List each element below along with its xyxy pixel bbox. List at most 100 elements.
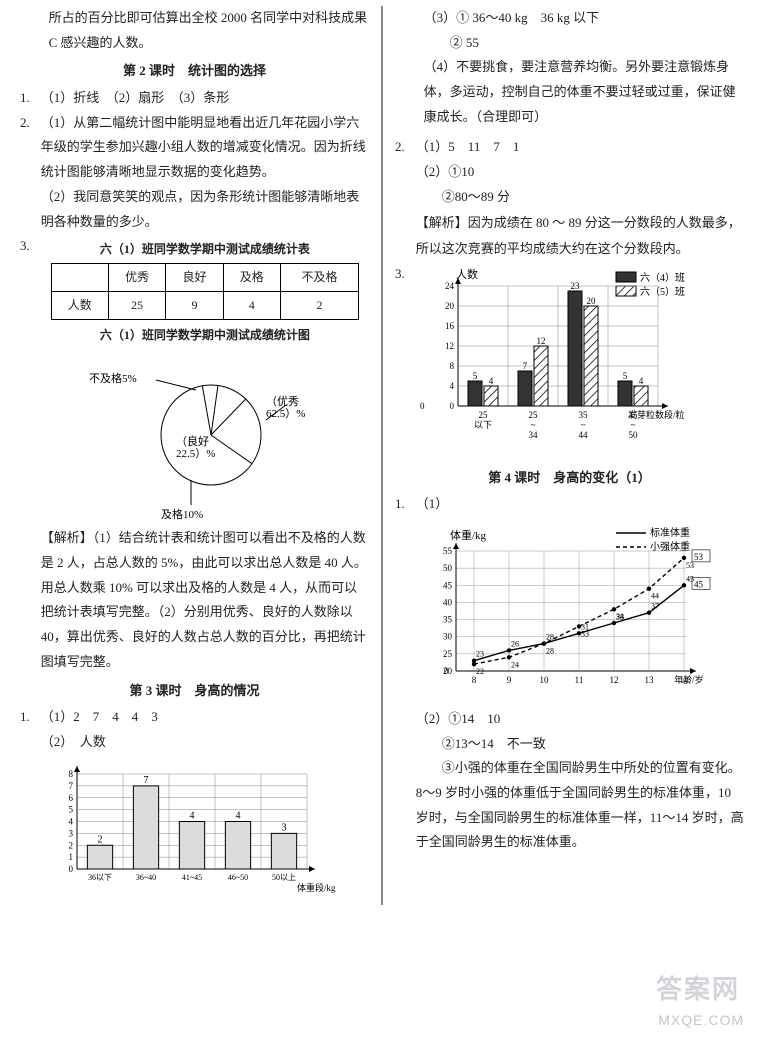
svg-text:~: ~ [580, 420, 585, 430]
svg-text:36以下: 36以下 [88, 873, 112, 882]
svg-text:12: 12 [445, 341, 454, 351]
svg-text:22: 22 [476, 667, 484, 676]
lesson3-title: 第 3 课时 身高的情况 [20, 679, 369, 704]
svg-text:45: 45 [694, 579, 704, 589]
svg-text:8: 8 [68, 769, 73, 779]
svg-text:40: 40 [443, 597, 453, 607]
r-q3: 3. 人数六（4）班六（5）班0481216202405425以下71225~3… [395, 262, 744, 462]
svg-text:20: 20 [586, 296, 596, 306]
svg-text:2: 2 [68, 840, 73, 850]
svg-text:3: 3 [281, 822, 286, 833]
svg-text:20: 20 [445, 301, 455, 311]
svg-text:50: 50 [443, 563, 453, 573]
svg-text:6: 6 [68, 792, 73, 802]
svg-text:10: 10 [539, 675, 549, 685]
line-chart: 体重/kg标准体重小强体重202530354045505502326283134… [416, 521, 744, 701]
svg-text:33: 33 [581, 629, 589, 638]
svg-text:0: 0 [68, 864, 73, 874]
svg-text:标准体重: 标准体重 [650, 526, 690, 539]
svg-text:5: 5 [68, 804, 73, 814]
q2-part2: （2）我同意笑笑的观点，因为条形统计图能够清晰地表明各种数量的多少。 [41, 185, 369, 234]
svg-text:44: 44 [651, 592, 659, 601]
r-q3-1: （3）① 36～40 kg 36 kg 以下 [395, 6, 744, 31]
svg-text:22.5）%: 22.5）% [176, 447, 215, 460]
svg-text:55: 55 [443, 546, 453, 556]
svg-text:年龄/岁: 年龄/岁 [674, 674, 704, 685]
svg-text:25: 25 [443, 649, 453, 659]
svg-text:1: 1 [68, 852, 73, 862]
svg-text:50以上: 50以上 [272, 873, 296, 882]
svg-text:7: 7 [143, 774, 148, 785]
svg-text:34: 34 [528, 430, 538, 440]
svg-text:62.5）%: 62.5）% [266, 407, 305, 420]
svg-text:7: 7 [523, 361, 528, 371]
svg-text:45: 45 [686, 574, 694, 583]
svg-text:24: 24 [445, 281, 455, 291]
svg-text:4: 4 [68, 816, 73, 826]
svg-text:35: 35 [443, 614, 453, 624]
r-q2: 2. （1）5 11 7 1 （2）①10 ②80～89 分 【解析】因为成绩在… [395, 135, 744, 261]
svg-text:9: 9 [507, 675, 512, 685]
svg-text:7: 7 [68, 780, 73, 790]
svg-text:11: 11 [574, 675, 583, 685]
column-divider [381, 6, 383, 905]
svg-text:53: 53 [694, 552, 704, 562]
svg-text:（良好: （良好 [176, 434, 209, 448]
svg-text:~: ~ [530, 420, 535, 430]
svg-text:0: 0 [449, 401, 454, 411]
svg-text:六（5）班: 六（5）班 [640, 286, 685, 298]
svg-text:50: 50 [628, 430, 638, 440]
svg-text:45: 45 [443, 580, 453, 590]
svg-text:4: 4 [189, 810, 194, 821]
svg-text:46~50: 46~50 [228, 873, 248, 882]
lesson2-title: 第 2 课时 统计图的选择 [20, 59, 369, 84]
r-l4-q1: 1. （1） 体重/kg标准体重小强体重20253035404550550232… [395, 492, 744, 855]
svg-text:12: 12 [536, 336, 545, 346]
svg-text:24: 24 [511, 660, 519, 669]
svg-text:38: 38 [616, 612, 624, 621]
analysis-text: 【解析】（1）结合统计表和统计图可以看出不及格的人数是 2 人，占总人数的 5%… [41, 526, 369, 674]
svg-text:~: ~ [630, 420, 635, 430]
svg-text:37: 37 [651, 602, 659, 611]
svg-text:4: 4 [489, 376, 494, 386]
bar-chart-1: 012345678236以下736~40441~45446~50350以上体重段… [41, 759, 369, 899]
intro-text: 所占的百分比即可估算出全校 2000 名同学中对科技成果 C 感兴趣的人数。 [20, 6, 369, 55]
svg-text:44: 44 [578, 430, 588, 440]
svg-text:3: 3 [68, 828, 73, 838]
svg-text:体重段/kg: 体重段/kg [297, 882, 336, 893]
svg-text:4: 4 [235, 810, 240, 821]
watermark-url: MXQE.COM [658, 1007, 744, 1034]
l3-q1: 1. （1）2 7 4 4 3 （2） 人数 012345678236以下736… [20, 705, 369, 904]
svg-text:0: 0 [444, 666, 449, 676]
pie-caption: 六（1）班同学数学期中测试成绩统计图 [41, 324, 369, 347]
svg-text:体重/kg: 体重/kg [450, 528, 487, 542]
table-caption: 六（1）班同学数学期中测试成绩统计表 [41, 238, 369, 261]
svg-text:28: 28 [546, 646, 554, 655]
r-q3-3: （4）不要挑食，要注意营养均衡。另外要注意锻炼身体，多运动，控制自己的体重不要过… [395, 55, 744, 129]
svg-text:人数: 人数 [456, 268, 478, 281]
svg-text:4: 4 [449, 381, 454, 391]
svg-text:六（4）班: 六（4）班 [640, 272, 685, 284]
q3: 3. 六（1）班同学数学期中测试成绩统计表 优秀 良好 及格 不及格 人数 25… [20, 234, 369, 674]
svg-text:26: 26 [511, 639, 519, 648]
svg-text:41~45: 41~45 [182, 873, 202, 882]
svg-text:16: 16 [445, 321, 455, 331]
svg-text:0: 0 [420, 401, 425, 411]
lesson4-title: 第 4 课时 身高的变化（1） [395, 466, 744, 491]
svg-text:8: 8 [472, 675, 477, 685]
svg-text:4: 4 [639, 376, 644, 386]
svg-text:13: 13 [644, 675, 654, 685]
svg-text:以下: 以下 [474, 420, 492, 430]
svg-text:36~40: 36~40 [136, 873, 156, 882]
svg-text:5: 5 [623, 371, 628, 381]
svg-text:30: 30 [443, 632, 453, 642]
stat-table: 优秀 良好 及格 不及格 人数 25 9 4 2 [51, 263, 360, 320]
svg-text:23: 23 [570, 281, 580, 291]
svg-text:发芽粒数段/粒: 发芽粒数段/粒 [628, 409, 685, 420]
grouped-bar-chart: 人数六（4）班六（5）班0481216202405425以下71225~3423… [416, 266, 744, 456]
q2: 2. （1）从第二幅统计图中能明显地看出近几年花园小学六年级的学生参加兴趣小组人… [20, 111, 369, 234]
svg-text:不及格5%: 不及格5% [89, 371, 137, 385]
svg-text:8: 8 [449, 361, 454, 371]
q1: 1. （1）折线 （2）扇形 （3）条形 [20, 86, 369, 111]
svg-text:25: 25 [478, 410, 488, 420]
